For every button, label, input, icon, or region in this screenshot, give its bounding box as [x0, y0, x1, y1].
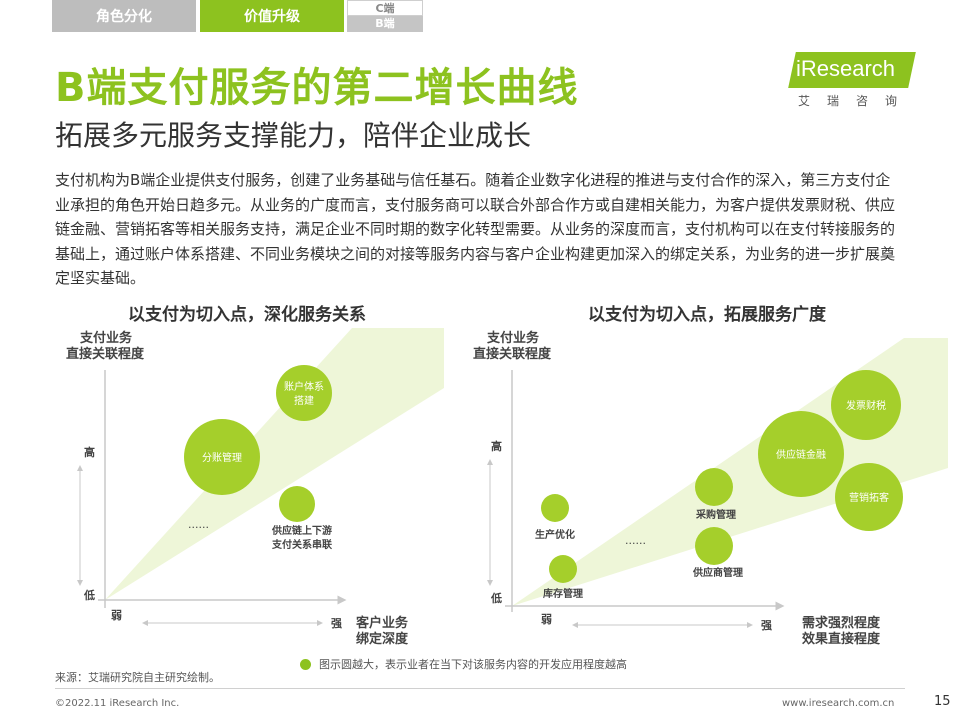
right-chart-title: 以支付为切入点，拓展服务广度 [588, 305, 826, 325]
bubble-shengchan-label: 生产优化 [535, 528, 575, 541]
bubble-fenzhang [184, 419, 260, 495]
footer-website[interactable]: www.iresearch.com.cn [782, 698, 895, 709]
left-y-low: 低 [83, 588, 95, 602]
page-subtitle: 拓展多元服务支撑能力，陪伴企业成长 [55, 119, 532, 152]
bubble-gongyinglian [279, 486, 315, 522]
footer-divider [55, 688, 905, 689]
bubble-gongyinglian-label-2: 支付关系串联 [271, 538, 332, 551]
legend-text: 图示圆越大，表示业者在当下对该服务内容的开发应用程度越高 [319, 658, 627, 671]
bubble-gongyinglianjinrong-label: 供应链金融 [776, 448, 826, 461]
tab-c-b[interactable]: C端 B端 [347, 0, 423, 32]
logo-brand: iResearch [796, 56, 896, 81]
page-number: 15 [934, 694, 951, 709]
right-ylabel-line1: 支付业务 [486, 330, 540, 346]
tab-role-differentiation[interactable]: 角色分化 [52, 0, 196, 32]
page-title: B端支付服务的第二增长曲线 [55, 65, 579, 111]
left-chart-title: 以支付为切入点，深化服务关系 [128, 305, 366, 325]
tab-label-top: C端 [347, 0, 423, 16]
right-ylabel-line2: 直接关联程度 [473, 346, 552, 362]
right-xlabel-line1: 需求强烈程度 [802, 615, 881, 631]
bubble-fenzhang-label: 分账管理 [202, 451, 242, 464]
bubble-zhanghu-label-2: 搭建 [294, 394, 314, 407]
right-y-high: 高 [491, 439, 502, 453]
left-ylabel-line1: 支付业务 [79, 330, 133, 346]
logo-subtitle: 艾瑞咨询 [798, 94, 915, 108]
legend: 图示圆越大，表示业者在当下对该服务内容的开发应用程度越高 [300, 656, 627, 672]
left-fan-area [105, 328, 444, 600]
left-x-high: 强 [331, 617, 342, 630]
source-note: 来源：艾瑞研究院自主研究绘制。 [55, 671, 220, 684]
bubble-zhanghu-label-1: 账户体系 [284, 380, 324, 393]
bubble-gongyingshang-label: 供应商管理 [692, 566, 743, 579]
bubble-yingxiao-label: 营销拓客 [849, 491, 889, 504]
tab-label: 角色分化 [96, 9, 152, 25]
left-ylabel-line2: 直接关联程度 [66, 346, 145, 362]
body-paragraph: 支付机构为B端企业提供支付服务，创建了业务基础与信任基石。随着企业数字化进程的推… [55, 171, 896, 287]
bubble-fapiao [831, 370, 901, 440]
right-ellipsis: ...... [625, 534, 646, 547]
bubble-caigou-label: 采购管理 [695, 508, 736, 521]
bubble-yingxiao [835, 463, 903, 531]
tab-value-upgrade[interactable]: 价值升级 [200, 0, 344, 32]
iresearch-logo: iResearch 艾瑞咨询 [788, 52, 916, 110]
left-xlabel-line2: 绑定深度 [356, 631, 409, 647]
bubble-kucun-label: 库存管理 [543, 587, 583, 600]
bubble-fapiao-label: 发票财税 [846, 399, 886, 412]
right-y-low: 低 [490, 591, 502, 605]
left-ellipsis: ...... [188, 518, 209, 531]
bubble-gongyinglian-label-1: 供应链上下游 [271, 524, 332, 537]
bubble-shengchan [541, 494, 569, 522]
bubble-gongyingshang [695, 527, 733, 565]
tab-label-bottom: B端 [347, 16, 423, 32]
legend-dot-icon [300, 658, 311, 670]
footer-copyright: ©2022.11 iResearch Inc. [55, 698, 180, 709]
left-y-high: 高 [84, 445, 95, 459]
left-xlabel-line1: 客户业务 [356, 615, 409, 631]
right-xlabel-line2: 效果直接程度 [802, 631, 881, 647]
bubble-caigou [695, 468, 733, 506]
right-x-high: 强 [761, 619, 772, 632]
bubble-zhanghu [276, 365, 332, 421]
left-x-low: 弱 [111, 609, 122, 622]
bubble-gongyinglianjinrong [758, 411, 844, 497]
bubble-kucun [549, 555, 577, 583]
tab-label: 价值升级 [244, 9, 300, 25]
right-x-low: 弱 [541, 613, 552, 626]
